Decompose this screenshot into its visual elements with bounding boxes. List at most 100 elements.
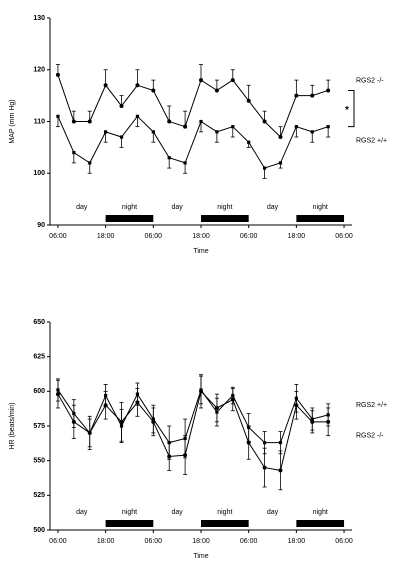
y-tick-label: 600: [33, 388, 45, 395]
point: [214, 88, 219, 93]
x-tick-label: 18:00: [192, 538, 210, 545]
point: [214, 405, 219, 410]
period-label: night: [217, 509, 232, 516]
period-label: day: [172, 509, 184, 516]
point: [55, 392, 60, 397]
point: [151, 130, 155, 134]
point: [183, 453, 188, 458]
series-label: RGS2 -/-: [356, 433, 384, 440]
x-tick-label: 06:00: [49, 233, 67, 240]
point: [167, 119, 172, 124]
series-label: RGS2 -/-: [356, 77, 384, 84]
point: [294, 93, 299, 98]
series-line: [57, 74, 329, 138]
period-label: day: [267, 204, 279, 211]
period-label: night: [122, 204, 137, 211]
point: [119, 103, 124, 108]
x-tick-label: 18:00: [288, 233, 306, 240]
series-line: [57, 390, 329, 471]
series-label: RGS2 +/+: [356, 402, 387, 409]
y-tick-label: 625: [33, 354, 45, 361]
night-bar: [201, 215, 249, 222]
y-tick-label: 100: [33, 170, 45, 177]
point: [135, 114, 140, 118]
x-axis-label: Time: [193, 248, 208, 255]
point: [230, 397, 235, 402]
night-bar: [201, 520, 249, 527]
point: [294, 125, 298, 129]
point: [310, 130, 314, 134]
night-bar: [105, 520, 154, 527]
point: [151, 419, 156, 424]
point: [71, 419, 76, 424]
point: [135, 400, 140, 405]
point: [278, 161, 283, 165]
point: [183, 161, 187, 165]
point: [151, 88, 156, 93]
series-line: [57, 388, 329, 444]
x-tick-label: 06:00: [49, 538, 67, 545]
point: [247, 140, 251, 144]
point: [230, 78, 235, 83]
x-tick-label: 06:00: [145, 538, 163, 545]
point: [199, 119, 203, 124]
point: [87, 430, 92, 435]
point: [103, 83, 108, 88]
point: [167, 454, 172, 459]
significance-bracket: [348, 89, 355, 128]
x-tick-label: 06:00: [240, 538, 258, 545]
point: [71, 119, 76, 124]
point: [310, 419, 315, 424]
period-label: night: [217, 204, 232, 211]
x-tick-label: 06:00: [335, 538, 353, 545]
point: [215, 130, 219, 134]
point: [246, 98, 251, 103]
y-tick-label: 550: [33, 458, 45, 465]
point: [103, 403, 108, 408]
period-label: day: [76, 509, 88, 516]
point: [104, 130, 108, 134]
x-tick-label: 06:00: [240, 233, 258, 240]
point: [135, 83, 140, 88]
point: [294, 403, 299, 408]
point: [72, 150, 76, 155]
x-tick-label: 18:00: [288, 538, 306, 545]
x-tick-label: 06:00: [145, 233, 163, 240]
series-line: [57, 115, 329, 169]
y-tick-label: 120: [33, 67, 45, 74]
significance-mark: *: [345, 105, 349, 116]
point: [55, 72, 60, 77]
y-tick-label: 110: [34, 118, 45, 125]
point: [199, 389, 203, 394]
point: [310, 93, 315, 98]
x-axis-label: Time: [193, 553, 208, 560]
y-axis-label: MAP (mm Hg): [9, 99, 16, 143]
period-label: day: [76, 204, 88, 211]
y-tick-label: 650: [33, 319, 45, 326]
period-label: night: [313, 204, 328, 211]
point: [87, 119, 92, 124]
y-axis-label: HR (beats/min): [9, 402, 16, 449]
point: [231, 125, 235, 129]
night-bar: [105, 215, 154, 222]
x-tick-label: 18:00: [97, 233, 115, 240]
x-tick-label: 06:00: [335, 233, 353, 240]
point: [119, 419, 124, 424]
night-bar: [296, 520, 345, 527]
period-label: night: [313, 509, 328, 516]
point: [246, 440, 251, 445]
period-label: day: [172, 204, 184, 211]
point: [262, 166, 267, 170]
point: [199, 78, 203, 83]
point: [278, 135, 283, 140]
night-bar: [296, 215, 345, 222]
y-tick-label: 575: [33, 423, 45, 430]
point: [326, 88, 331, 93]
point: [262, 119, 267, 124]
point: [262, 441, 267, 445]
point: [278, 441, 283, 445]
period-label: night: [122, 509, 137, 516]
x-tick-label: 18:00: [192, 233, 210, 240]
point: [88, 161, 92, 165]
